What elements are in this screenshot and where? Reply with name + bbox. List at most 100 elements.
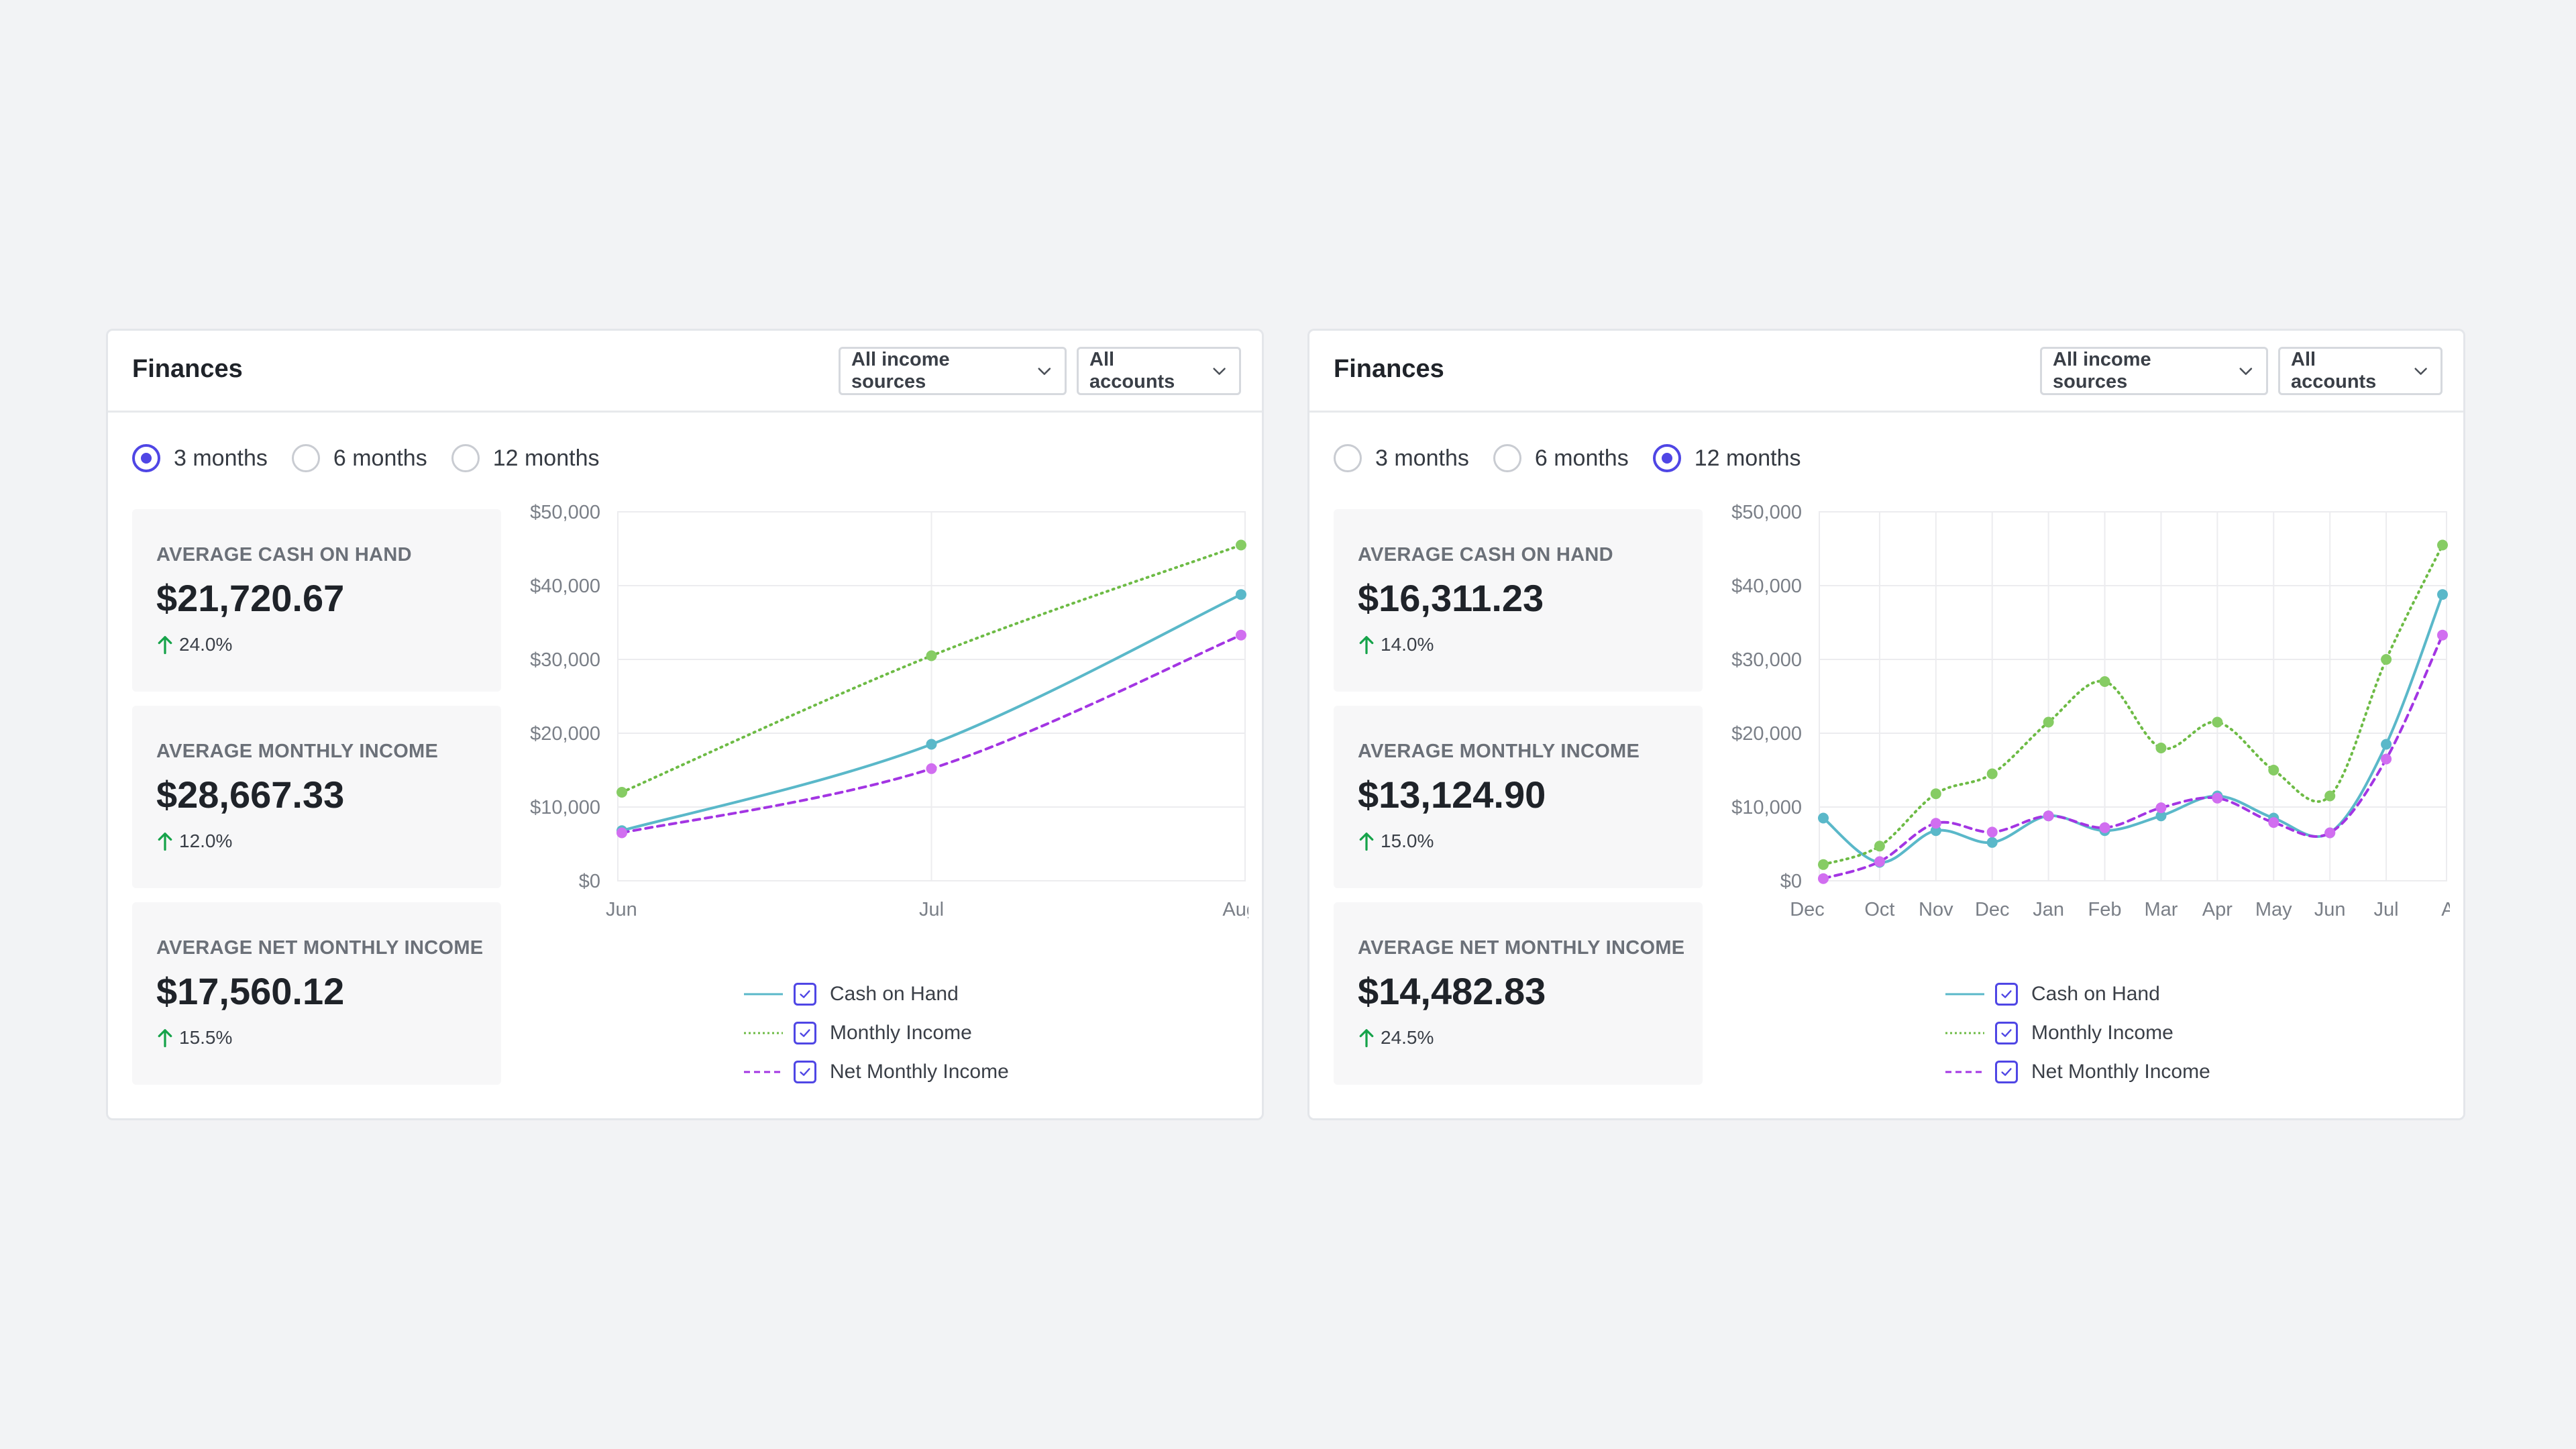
accounts-select-value: All accounts <box>1089 349 1175 392</box>
data-point[interactable] <box>1236 629 1246 641</box>
check-icon <box>800 1068 810 1076</box>
range-option-3-months[interactable]: 3 months <box>1334 444 1469 472</box>
legend-item[interactable]: Monthly Income <box>1945 1014 2210 1053</box>
legend-checkbox[interactable] <box>794 1022 816 1044</box>
stat-label: AVERAGE NET MONTHLY INCOME <box>156 937 484 959</box>
legend-line-swatch <box>744 993 783 996</box>
data-point[interactable] <box>2099 822 2110 833</box>
data-point[interactable] <box>616 787 627 798</box>
data-point[interactable] <box>2437 539 2448 551</box>
stat-value: $17,560.12 <box>156 970 345 1012</box>
stat-card: AVERAGE NET MONTHLY INCOME $17,560.12 15.5… <box>132 902 501 1085</box>
data-point[interactable] <box>2155 810 2167 822</box>
card-header: Finances All income sources All accounts <box>1309 331 2463 413</box>
data-point[interactable] <box>1986 826 1998 838</box>
accounts-select[interactable]: All accounts <box>2278 347 2443 395</box>
radio-button[interactable] <box>1652 444 1681 472</box>
y-tick-label: $40,000 <box>530 576 600 597</box>
data-point[interactable] <box>1818 873 1829 884</box>
legend-checkbox[interactable] <box>1995 983 2018 1006</box>
legend-checkbox[interactable] <box>1995 1061 2018 1083</box>
radio-button[interactable] <box>132 444 160 472</box>
legend-line-swatch <box>1945 1032 1984 1034</box>
range-option-3-months[interactable]: 3 months <box>132 444 268 472</box>
legend-item[interactable]: Net Monthly Income <box>1945 1053 2210 1091</box>
data-point[interactable] <box>2437 629 2448 641</box>
check-icon <box>2001 1068 2012 1076</box>
legend-label: Net Monthly Income <box>830 1061 1009 1083</box>
data-point[interactable] <box>1986 837 1998 848</box>
x-tick-label: Aug <box>1222 899 1248 920</box>
data-point[interactable] <box>2155 743 2167 753</box>
data-point[interactable] <box>2381 654 2392 665</box>
data-point[interactable] <box>2212 716 2223 728</box>
data-point[interactable] <box>616 827 627 839</box>
check-icon <box>2001 990 2012 998</box>
radio-button[interactable] <box>451 444 480 472</box>
x-tick-label: Apr <box>2202 899 2233 920</box>
data-point[interactable] <box>1874 856 1885 867</box>
legend-line-swatch <box>1945 993 1984 996</box>
range-option-6-months[interactable]: 6 months <box>1493 444 1629 472</box>
data-point[interactable] <box>2043 810 2054 822</box>
data-point[interactable] <box>1236 539 1246 551</box>
legend-checkbox[interactable] <box>1995 1022 2018 1044</box>
arrow-up-icon <box>1359 636 1374 655</box>
chart-svg: $50,000 $40,000 $30,000 $20,000 $10,000 $0 Dec… <box>1731 502 2476 920</box>
data-point[interactable] <box>1930 818 1941 829</box>
x-tick-label: Jun <box>606 899 637 920</box>
legend-item[interactable]: Cash on Hand <box>1945 975 2210 1014</box>
legend-item[interactable]: Monthly Income <box>744 1014 1009 1053</box>
data-point[interactable] <box>1818 812 1829 824</box>
data-point[interactable] <box>2437 589 2448 600</box>
data-point[interactable] <box>2268 817 2279 828</box>
range-option-12-months[interactable]: 12 months <box>451 444 600 472</box>
stat-card: AVERAGE CASH ON HAND $16,311.23 14.0% <box>1334 509 1703 692</box>
legend-checkbox[interactable] <box>794 1061 816 1083</box>
data-point[interactable] <box>2099 676 2110 687</box>
data-point[interactable] <box>1930 788 1941 800</box>
data-point[interactable] <box>2381 739 2392 750</box>
chevron-down-icon <box>2414 368 2427 375</box>
check-icon <box>800 990 810 998</box>
chart-legend: Cash on Hand Monthly Income Net Monthly In… <box>744 975 1009 1091</box>
legend-item[interactable]: Cash on Hand <box>744 975 1009 1014</box>
y-tick-label: $0 <box>1780 871 1802 892</box>
data-point[interactable] <box>2381 753 2392 765</box>
stat-card: AVERAGE NET MONTHLY INCOME $14,482.83 24.5… <box>1334 902 1703 1085</box>
data-point[interactable] <box>1818 859 1829 870</box>
stat-change-value: 14.0% <box>1381 634 1434 655</box>
data-point[interactable] <box>926 739 937 750</box>
range-option-label: 12 months <box>492 445 600 471</box>
data-point[interactable] <box>2043 716 2054 728</box>
legend-line-swatch <box>744 1032 783 1034</box>
radio-button[interactable] <box>1493 444 1521 472</box>
stat-change-value: 24.5% <box>1381 1027 1434 1048</box>
accounts-select[interactable]: All accounts <box>1077 347 1241 395</box>
radio-button[interactable] <box>1334 444 1362 472</box>
income-sources-select[interactable]: All income sources <box>839 347 1067 395</box>
y-tick-label: $20,000 <box>530 723 600 745</box>
radio-button[interactable] <box>291 444 320 472</box>
legend-checkbox[interactable] <box>794 983 816 1006</box>
data-point[interactable] <box>2324 790 2336 802</box>
range-option-12-months[interactable]: 12 months <box>1652 444 1801 472</box>
data-point[interactable] <box>1930 825 1941 837</box>
data-point[interactable] <box>2212 792 2223 804</box>
range-option-6-months[interactable]: 6 months <box>291 444 427 472</box>
x-tick-label: Dec <box>1790 899 1825 920</box>
data-point[interactable] <box>1236 589 1246 600</box>
data-point[interactable] <box>1986 768 1998 780</box>
data-point[interactable] <box>926 763 937 774</box>
legend-line-swatch <box>1945 1071 1984 1073</box>
income-sources-select[interactable]: All income sources <box>2040 347 2268 395</box>
legend-item[interactable]: Net Monthly Income <box>744 1053 1009 1091</box>
x-tick-label: Jan <box>2033 899 2064 920</box>
data-point[interactable] <box>2268 765 2279 775</box>
data-point[interactable] <box>926 650 937 661</box>
data-point[interactable] <box>2324 827 2336 839</box>
chevron-down-icon <box>1213 368 1226 375</box>
data-point[interactable] <box>1874 841 1885 852</box>
data-point[interactable] <box>2155 802 2167 814</box>
stat-change: 15.5% <box>156 1027 232 1049</box>
